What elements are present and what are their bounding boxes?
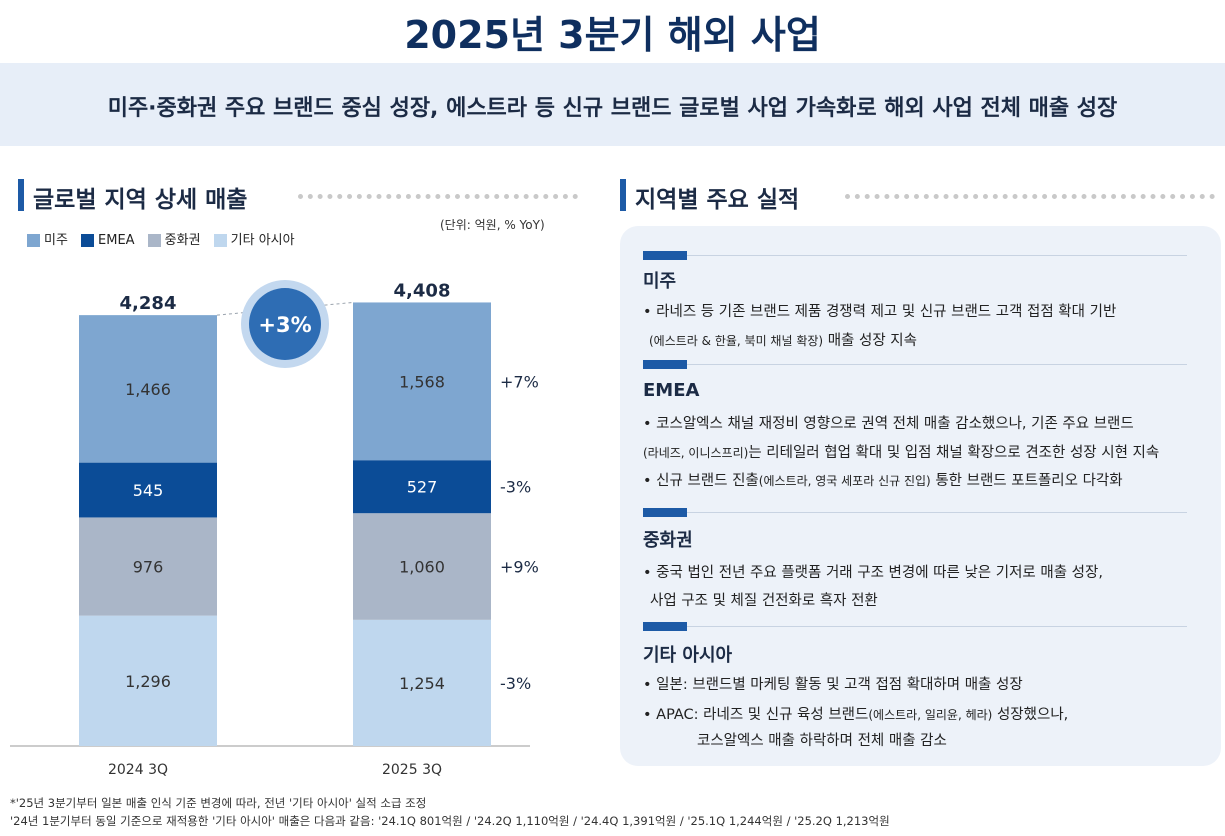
- right-section-title: 지역별 주요 실적: [635, 187, 800, 213]
- growth-label: +3%: [258, 313, 311, 337]
- total-label: 4,284: [120, 293, 177, 314]
- bullet-text-part: 성장했으나,: [992, 707, 1069, 723]
- bullet-text: (라네즈, 이니스프리)는 리테일러 협업 확대 및 입점 채널 확장으로 견조…: [643, 441, 1159, 462]
- region-divider: [687, 255, 1187, 256]
- legend-label: EMEA: [98, 233, 135, 248]
- section-marker: [620, 179, 626, 211]
- legend-item: 기타 아시아: [213, 229, 295, 248]
- legend-item: 중화권: [147, 229, 201, 248]
- region-name-americas: 미주: [643, 271, 677, 292]
- bullet-note: (에스트라 & 한율, 북미 채널 확장): [649, 334, 824, 348]
- region-divider: [687, 512, 1187, 513]
- region-name-greater-china: 중화권: [643, 530, 693, 551]
- section-divider: [845, 194, 1215, 199]
- yoy-label: +9%: [500, 558, 539, 577]
- bullet-text-part: 는 리테일러 협업 확대 및 입점 채널 확장으로 견조한 성장 시현 지속: [748, 445, 1160, 461]
- region-marker: [643, 251, 687, 260]
- region-name-other-asia: 기타 아시아: [643, 645, 733, 666]
- data-label: 1,060: [399, 558, 445, 577]
- bar-segment: [79, 462, 217, 518]
- data-label: 527: [407, 478, 438, 497]
- yoy-label: -3%: [500, 478, 531, 497]
- legend-item: EMEA: [81, 233, 135, 248]
- legend-item: 미주: [27, 229, 68, 248]
- legend-label: 중화권: [164, 233, 201, 248]
- bullet-text: • 코스알엑스 채널 재정비 영향으로 권역 전체 매출 감소했으나, 기존 주…: [643, 416, 1134, 432]
- total-label: 4,408: [394, 280, 451, 301]
- bullet-note: (에스트라, 영국 세포라 신규 진입): [758, 474, 931, 488]
- footnote: '24년 1분기부터 동일 기준으로 재적용한 '기타 아시아' 매출은 다음과…: [10, 814, 890, 828]
- page-title: 2025년 3분기 해외 사업: [404, 13, 821, 57]
- chart-legend: 미주 EMEA 중화권 기타 아시아: [27, 229, 303, 248]
- legend-swatch: [213, 234, 227, 247]
- bullet-text-part: 매출 성장 지속: [823, 333, 917, 349]
- bar-segment: [353, 513, 491, 620]
- data-label: 545: [133, 481, 164, 500]
- page-subtitle: 미주·중화권 주요 브랜드 중심 성장, 에스트라 등 신규 브랜드 글로벌 사…: [107, 96, 1118, 121]
- yoy-label: +7%: [500, 372, 539, 391]
- region-marker: [643, 360, 687, 369]
- footnote: *'25년 3분기부터 일본 매출 인식 기준 변경에 따라, 전년 '기타 아…: [10, 796, 427, 810]
- yoy-label: -3%: [500, 674, 531, 693]
- bullet-text: • 일본: 브랜드별 마케팅 활동 및 고객 접점 확대하며 매출 성장: [643, 677, 1023, 693]
- bar-segment: [353, 619, 491, 746]
- bullet-text: • 신규 브랜드 진출(에스트라, 영국 세포라 신규 진입) 통한 브랜드 포…: [643, 469, 1123, 490]
- bullet-text: 코스알엑스 매출 하락하며 전체 매출 감소: [697, 733, 947, 749]
- region-marker: [643, 508, 687, 517]
- category-label: 2024 3Q: [108, 762, 168, 778]
- legend-swatch: [81, 234, 95, 247]
- region-divider: [687, 626, 1187, 627]
- bullet-text: • 중국 법인 전년 주요 플랫폼 거래 구조 변경에 따른 낮은 기저로 매출…: [643, 565, 1103, 581]
- left-section-title: 글로벌 지역 상세 매출: [33, 187, 248, 213]
- bar-segment: [79, 615, 217, 746]
- legend-swatch: [147, 234, 161, 247]
- bullet-text: • APAC: 라네즈 및 신규 육성 브랜드(에스트라, 일리윤, 헤라) 성…: [643, 703, 1068, 724]
- bullet-text-part: • APAC: 라네즈 및 신규 육성 브랜드: [643, 707, 869, 723]
- section-divider: [298, 194, 578, 199]
- data-label: 1,296: [125, 672, 171, 691]
- data-label: 1,568: [399, 372, 445, 391]
- bullet-note: (라네즈, 이니스프리): [643, 446, 749, 460]
- regional-performance-panel: [620, 226, 1221, 766]
- unit-label: (단위: 억원, % YoY): [440, 218, 545, 232]
- legend-swatch: [27, 234, 40, 247]
- section-marker: [18, 179, 24, 211]
- data-label: 1,466: [125, 380, 171, 399]
- region-marker: [643, 622, 687, 631]
- bullet-text: (에스트라 & 한율, 북미 채널 확장) 매출 성장 지속: [649, 329, 917, 350]
- subtitle-band: [0, 63, 1225, 146]
- bar-segment: [79, 517, 217, 616]
- region-divider: [687, 364, 1187, 365]
- bar-segment: [79, 315, 217, 463]
- bar-segment: [353, 460, 491, 514]
- legend-label: 미주: [44, 233, 68, 248]
- region-name-emea: EMEA: [643, 380, 700, 401]
- bar-segment: [353, 302, 491, 461]
- bullet-text-part: • 신규 브랜드 진출: [643, 473, 759, 489]
- growth-badge: [249, 288, 321, 360]
- data-label: 1,254: [399, 674, 445, 693]
- bullet-text: 사업 구조 및 체질 건전화로 흑자 전환: [650, 593, 878, 609]
- bullet-text: • 라네즈 등 기존 브랜드 제품 경쟁력 제고 및 신규 브랜드 고객 접점 …: [643, 304, 1117, 320]
- bullet-note: (에스트라, 일리윤, 헤라): [868, 708, 993, 722]
- legend-label: 기타 아시아: [230, 233, 295, 248]
- stacked-bar-chart: 1,296 976 545 1,466 4,284 2024 3Q 1,254 -3% 1,06…: [10, 280, 539, 778]
- bullet-text-part: 통한 브랜드 포트폴리오 다각화: [930, 473, 1123, 489]
- data-label: 976: [133, 558, 164, 577]
- category-label: 2025 3Q: [382, 762, 442, 778]
